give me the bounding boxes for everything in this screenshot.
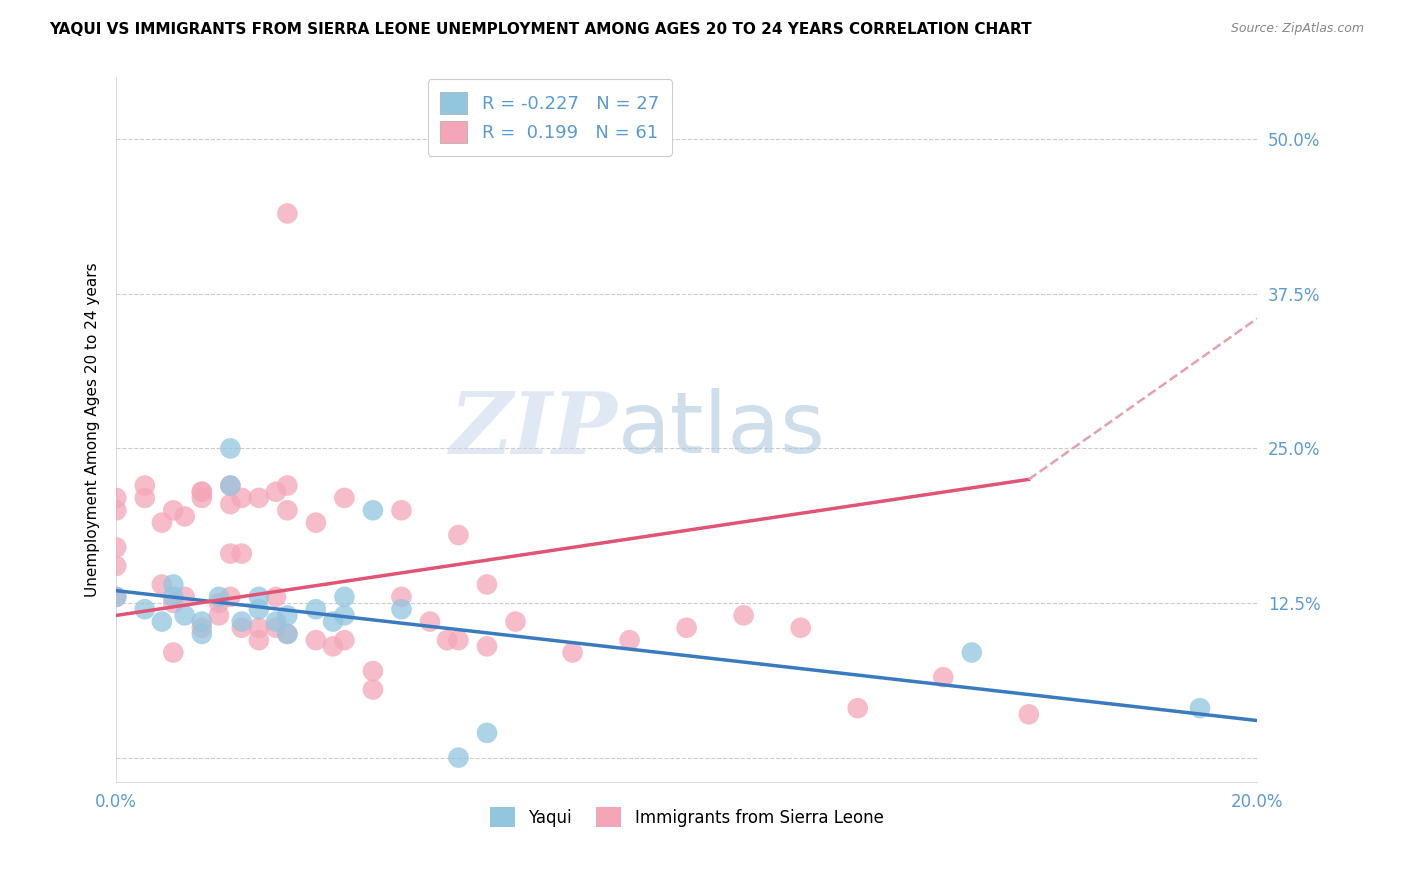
Point bbox=[475, 577, 498, 591]
Point bbox=[333, 590, 356, 604]
Point bbox=[333, 633, 356, 648]
Point bbox=[231, 621, 253, 635]
Point bbox=[264, 621, 287, 635]
Point bbox=[208, 596, 231, 610]
Point bbox=[436, 633, 458, 648]
Point bbox=[391, 503, 413, 517]
Point bbox=[264, 590, 287, 604]
Point bbox=[333, 608, 356, 623]
Point bbox=[475, 726, 498, 740]
Text: ZIP: ZIP bbox=[450, 388, 619, 472]
Point bbox=[162, 577, 184, 591]
Point bbox=[733, 608, 755, 623]
Point bbox=[361, 682, 384, 697]
Point bbox=[105, 491, 128, 505]
Point bbox=[247, 590, 270, 604]
Point bbox=[789, 621, 811, 635]
Point bbox=[191, 621, 214, 635]
Point bbox=[134, 491, 156, 505]
Point bbox=[276, 608, 298, 623]
Point bbox=[322, 640, 344, 654]
Point bbox=[162, 596, 184, 610]
Point bbox=[247, 621, 270, 635]
Point bbox=[264, 484, 287, 499]
Point bbox=[191, 484, 214, 499]
Point bbox=[932, 670, 955, 684]
Point bbox=[1188, 701, 1211, 715]
Point bbox=[105, 541, 128, 555]
Point bbox=[150, 516, 173, 530]
Point bbox=[219, 442, 242, 456]
Point bbox=[105, 503, 128, 517]
Point bbox=[134, 478, 156, 492]
Point bbox=[361, 503, 384, 517]
Text: YAQUI VS IMMIGRANTS FROM SIERRA LEONE UNEMPLOYMENT AMONG AGES 20 TO 24 YEARS COR: YAQUI VS IMMIGRANTS FROM SIERRA LEONE UN… bbox=[49, 22, 1032, 37]
Legend: Yaqui, Immigrants from Sierra Leone: Yaqui, Immigrants from Sierra Leone bbox=[482, 800, 890, 834]
Point bbox=[276, 627, 298, 641]
Point bbox=[305, 633, 328, 648]
Point bbox=[191, 627, 214, 641]
Point bbox=[960, 646, 983, 660]
Point bbox=[276, 503, 298, 517]
Text: atlas: atlas bbox=[619, 388, 827, 471]
Point bbox=[561, 646, 583, 660]
Point bbox=[247, 633, 270, 648]
Point bbox=[675, 621, 697, 635]
Point bbox=[846, 701, 869, 715]
Point bbox=[150, 615, 173, 629]
Point bbox=[447, 750, 470, 764]
Point bbox=[333, 491, 356, 505]
Point bbox=[191, 491, 214, 505]
Point bbox=[173, 590, 195, 604]
Point bbox=[1018, 707, 1040, 722]
Point bbox=[105, 558, 128, 573]
Point bbox=[419, 615, 441, 629]
Point bbox=[150, 577, 173, 591]
Point bbox=[247, 491, 270, 505]
Point bbox=[231, 615, 253, 629]
Point bbox=[219, 547, 242, 561]
Point bbox=[361, 664, 384, 678]
Text: Source: ZipAtlas.com: Source: ZipAtlas.com bbox=[1230, 22, 1364, 36]
Point bbox=[105, 590, 128, 604]
Point bbox=[264, 615, 287, 629]
Point bbox=[322, 615, 344, 629]
Point bbox=[208, 608, 231, 623]
Point bbox=[505, 615, 527, 629]
Point bbox=[231, 547, 253, 561]
Point bbox=[231, 491, 253, 505]
Point bbox=[475, 640, 498, 654]
Point bbox=[305, 516, 328, 530]
Point bbox=[619, 633, 641, 648]
Point bbox=[305, 602, 328, 616]
Point bbox=[447, 633, 470, 648]
Point bbox=[219, 478, 242, 492]
Point bbox=[208, 590, 231, 604]
Point bbox=[276, 206, 298, 220]
Point bbox=[162, 503, 184, 517]
Point bbox=[447, 528, 470, 542]
Point bbox=[134, 602, 156, 616]
Point bbox=[391, 602, 413, 616]
Point bbox=[247, 602, 270, 616]
Y-axis label: Unemployment Among Ages 20 to 24 years: Unemployment Among Ages 20 to 24 years bbox=[86, 262, 100, 598]
Point bbox=[219, 497, 242, 511]
Point bbox=[276, 478, 298, 492]
Point bbox=[162, 590, 184, 604]
Point bbox=[162, 646, 184, 660]
Point bbox=[219, 590, 242, 604]
Point bbox=[276, 627, 298, 641]
Point bbox=[191, 484, 214, 499]
Point bbox=[173, 509, 195, 524]
Point bbox=[173, 608, 195, 623]
Point bbox=[105, 590, 128, 604]
Point bbox=[191, 615, 214, 629]
Point bbox=[219, 478, 242, 492]
Point bbox=[391, 590, 413, 604]
